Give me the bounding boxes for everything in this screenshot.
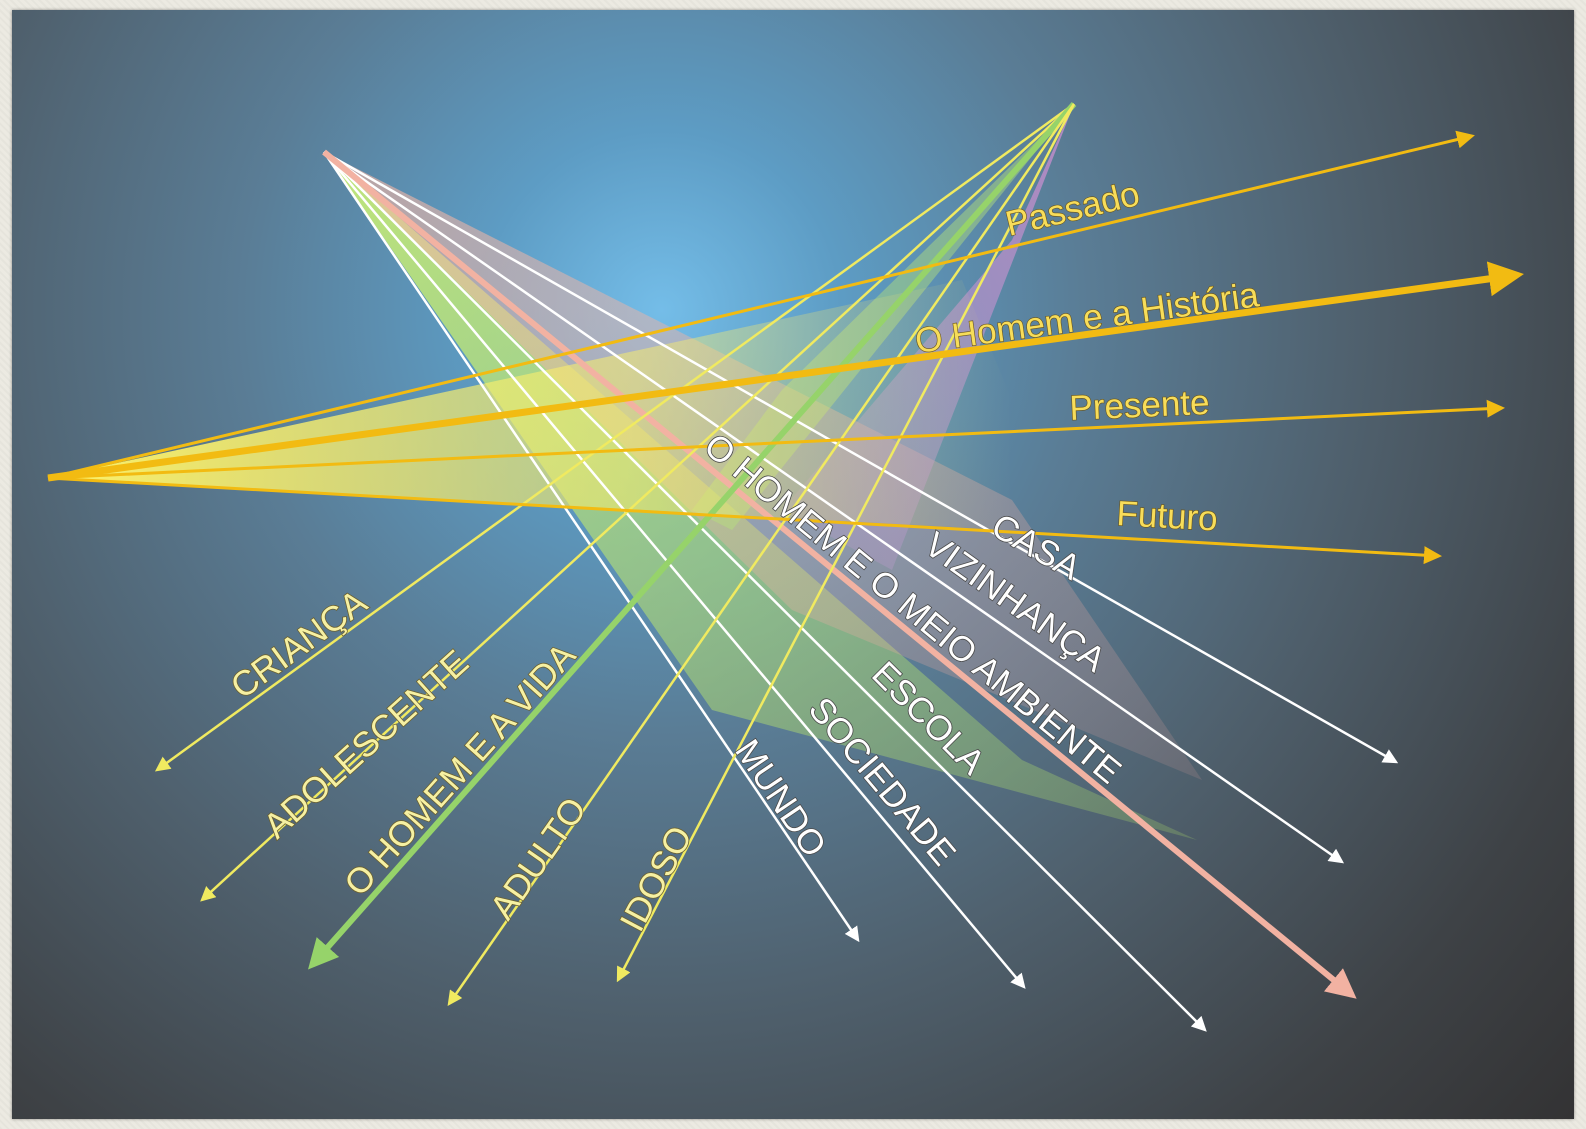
label-idoso: IDOSO <box>613 820 700 938</box>
arrow-escola <box>323 151 1207 1032</box>
arrow-homem-vida <box>308 102 1077 970</box>
arrow-futuro <box>47 476 1442 565</box>
diagram-board: Passado O Homem e a História Presente Fu… <box>12 10 1574 1119</box>
label-adulto: ADULTO <box>483 791 595 927</box>
label-mundo: MUNDO <box>727 733 833 864</box>
label-futuro: Futuro <box>1116 494 1219 539</box>
arrow-crianca <box>154 102 1075 772</box>
arrow-vizinhanca <box>323 150 1345 864</box>
arrow-meio-ambiente <box>322 149 1357 999</box>
arrow-homem-historia <box>47 261 1524 482</box>
arrow-presente <box>47 399 1505 480</box>
age-arrows <box>154 102 1077 1007</box>
arrow-adolescente <box>200 103 1075 902</box>
arrow-sociedade <box>323 151 1026 989</box>
arrow-adulto <box>447 103 1076 1007</box>
time-arrows <box>47 130 1524 565</box>
label-presente: Presente <box>1069 383 1211 428</box>
arrow-passado <box>47 130 1475 480</box>
arrow-casa <box>323 150 1399 764</box>
label-crianca: CRIANÇA <box>224 582 375 707</box>
space-fan-green <box>324 152 1197 840</box>
arrow-diagram: Passado O Homem e a História Presente Fu… <box>47 102 1524 1032</box>
